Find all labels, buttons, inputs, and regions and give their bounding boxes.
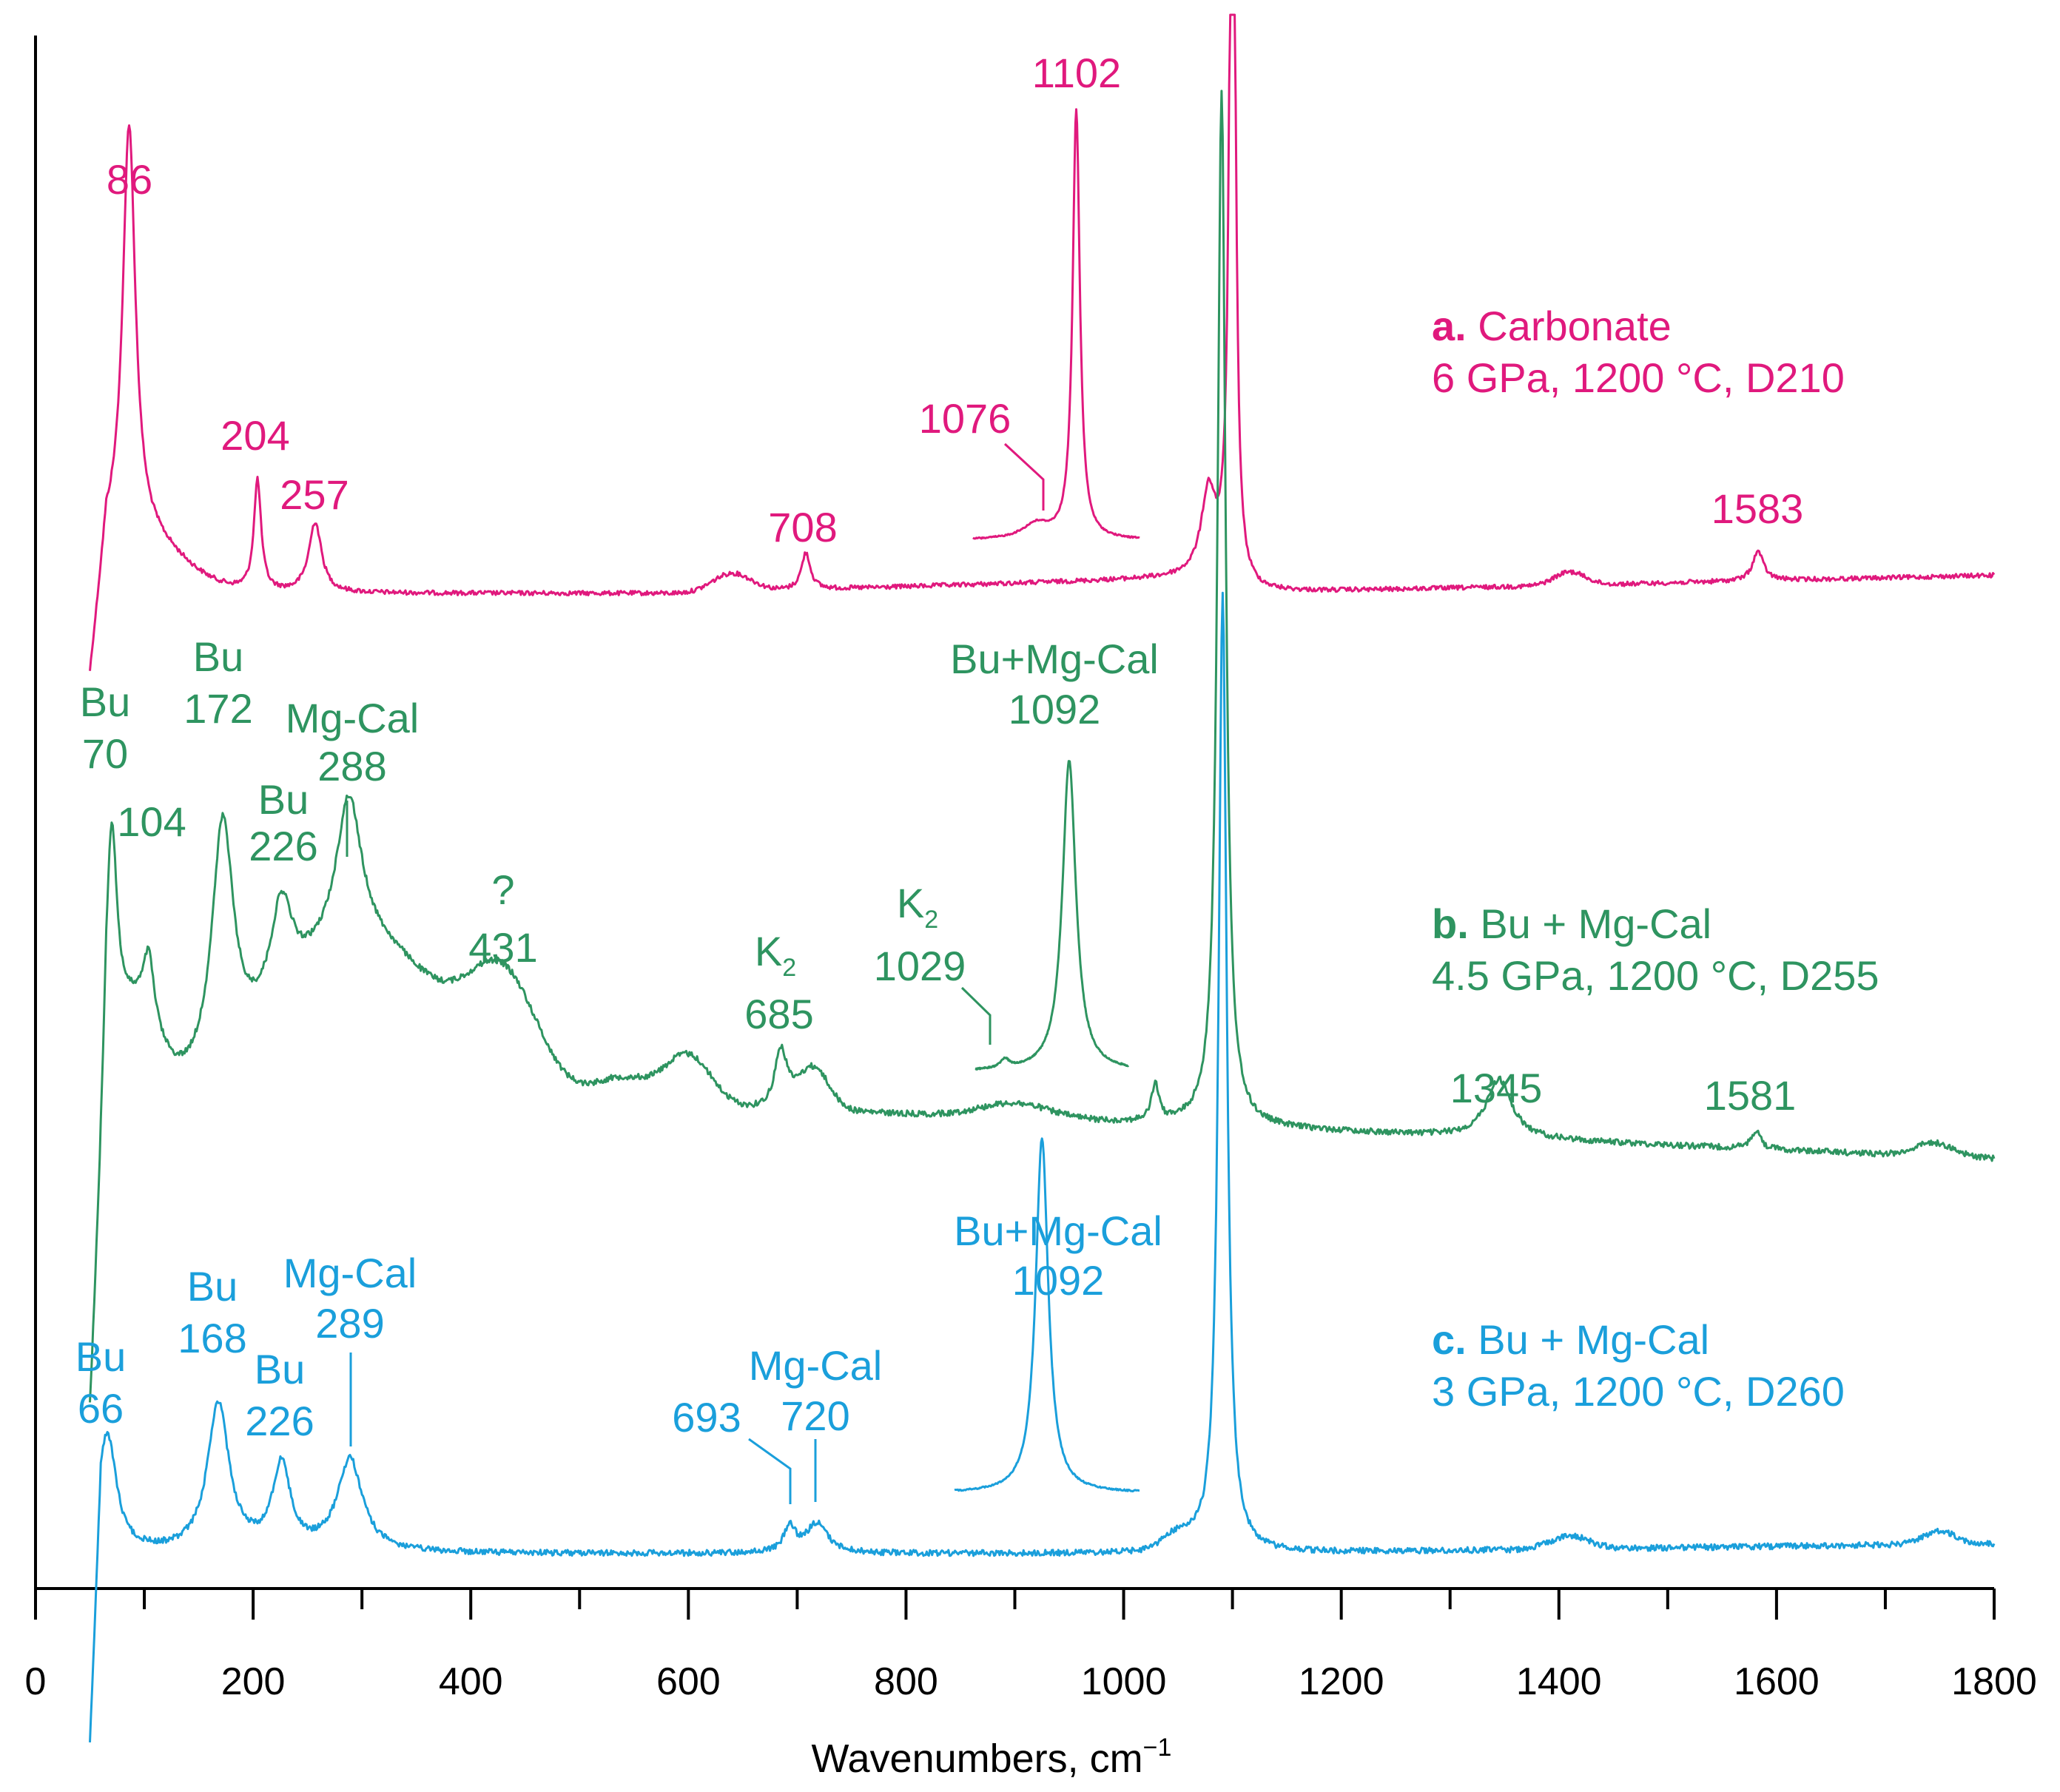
peak-label-86: 86 [107,156,152,203]
peak-label-bu226-value: 226 [245,1398,314,1444]
peak-label-k1029-name: K2 [897,880,938,934]
series-b-inset [975,760,1130,1071]
x-tick-label-200: 200 [221,1660,286,1703]
peak-label-bu226-value: 226 [249,823,317,869]
series-c-conditions: 3 GPa, 1200 °C, D260 [1432,1368,1845,1415]
series-a-annotations: 86 204 257 708 1076 1102 1583 a. Carbona… [107,50,1845,550]
spectra [89,13,1996,1742]
series-a-legend: a. Carbonate [1432,303,1672,349]
peak-label-mg720-name: Mg-Cal [749,1342,882,1389]
series-c-legend: c. Bu + Mg-Cal [1432,1316,1709,1363]
peak-label-bm1092-name: Bu+Mg-Cal [954,1207,1162,1254]
peak-label-bu70-name: Bu [80,678,131,725]
peak-label-708: 708 [768,504,837,550]
series-b-conditions: 4.5 GPa, 1200 °C, D255 [1432,952,1879,999]
peak-label-bm1092-value: 1092 [1009,686,1101,732]
peak-label-bm1092-name: Bu+Mg-Cal [950,636,1159,682]
peak-label-bu168-value: 168 [178,1315,246,1361]
series-b-annotations: Bu 70 104 Bu 172 Bu 226 Mg-Cal 288 ? 431… [80,633,1879,1119]
peak-label-mg288-value: 288 [317,743,386,789]
series-b-spectrum [89,90,1996,1403]
peak-label-693: 693 [672,1394,741,1441]
peak-label-bm1092-value: 1092 [1012,1257,1105,1304]
series-a-leaders [1003,442,1045,511]
x-axis-ticks: 0 200 400 600 800 1000 1200 1400 1600 1800 [25,1589,2037,1703]
series-b-legend: b. Bu + Mg-Cal [1432,900,1711,947]
x-axis-title: Wavenumbers, cm−1 [812,1734,1172,1781]
peak-label-1345: 1345 [1450,1065,1543,1111]
x-tick-label-0: 0 [25,1660,47,1703]
peak-label-q431-mark: ? [491,866,514,913]
peak-label-204: 204 [221,412,289,459]
peak-label-bu172-value: 172 [184,685,252,732]
peak-label-1029: 1029 [874,943,966,989]
series-b-leaders [346,801,992,1045]
x-tick-label-400: 400 [439,1660,503,1703]
series-a-inset [972,108,1140,540]
peak-label-mg288-name: Mg-Cal [286,695,419,741]
peak-label-1583: 1583 [1711,485,1804,532]
series-c-annotations: Bu 66 Bu 168 Bu 226 Mg-Cal 289 693 Mg-Ca… [75,1207,1845,1444]
peak-label-bu226-name: Bu [255,1346,306,1392]
peak-label-1581: 1581 [1704,1072,1797,1119]
x-tick-label-1000: 1000 [1081,1660,1167,1703]
peak-label-mg289-value: 289 [315,1300,384,1347]
peak-label-685: 685 [744,991,813,1037]
peak-label-bu226-name: Bu [258,776,309,823]
peak-label-1102: 1102 [1032,50,1121,96]
x-tick-label-1400: 1400 [1516,1660,1602,1703]
series-c-leaders [349,1353,817,1504]
x-tick-label-1200: 1200 [1299,1660,1384,1703]
series-c-inset [954,1137,1140,1493]
series-c-spectrum [89,591,1996,1742]
peak-label-mg289-name: Mg-Cal [283,1250,417,1296]
peak-label-k685-name: K2 [755,928,796,982]
peak-label-bu66-name: Bu [75,1333,127,1380]
x-tick-label-1600: 1600 [1734,1660,1820,1703]
peak-label-q431-value: 431 [468,924,537,971]
peak-label-bu168-name: Bu [187,1263,238,1310]
x-tick-label-800: 800 [874,1660,938,1703]
peak-label-1076: 1076 [919,395,1012,442]
series-a-spectrum [89,13,1996,671]
peak-label-257: 257 [280,471,349,518]
x-tick-label-1800: 1800 [1951,1660,2037,1703]
series-a-conditions: 6 GPa, 1200 °C, D210 [1432,354,1845,401]
peak-label-104: 104 [117,798,186,845]
peak-label-bu172-name: Bu [193,633,244,680]
x-tick-label-600: 600 [656,1660,721,1703]
peak-label-bu66-value: 66 [78,1385,124,1432]
peak-label-bu70-value: 70 [82,730,128,777]
peak-label-mg720-value: 720 [781,1392,849,1439]
